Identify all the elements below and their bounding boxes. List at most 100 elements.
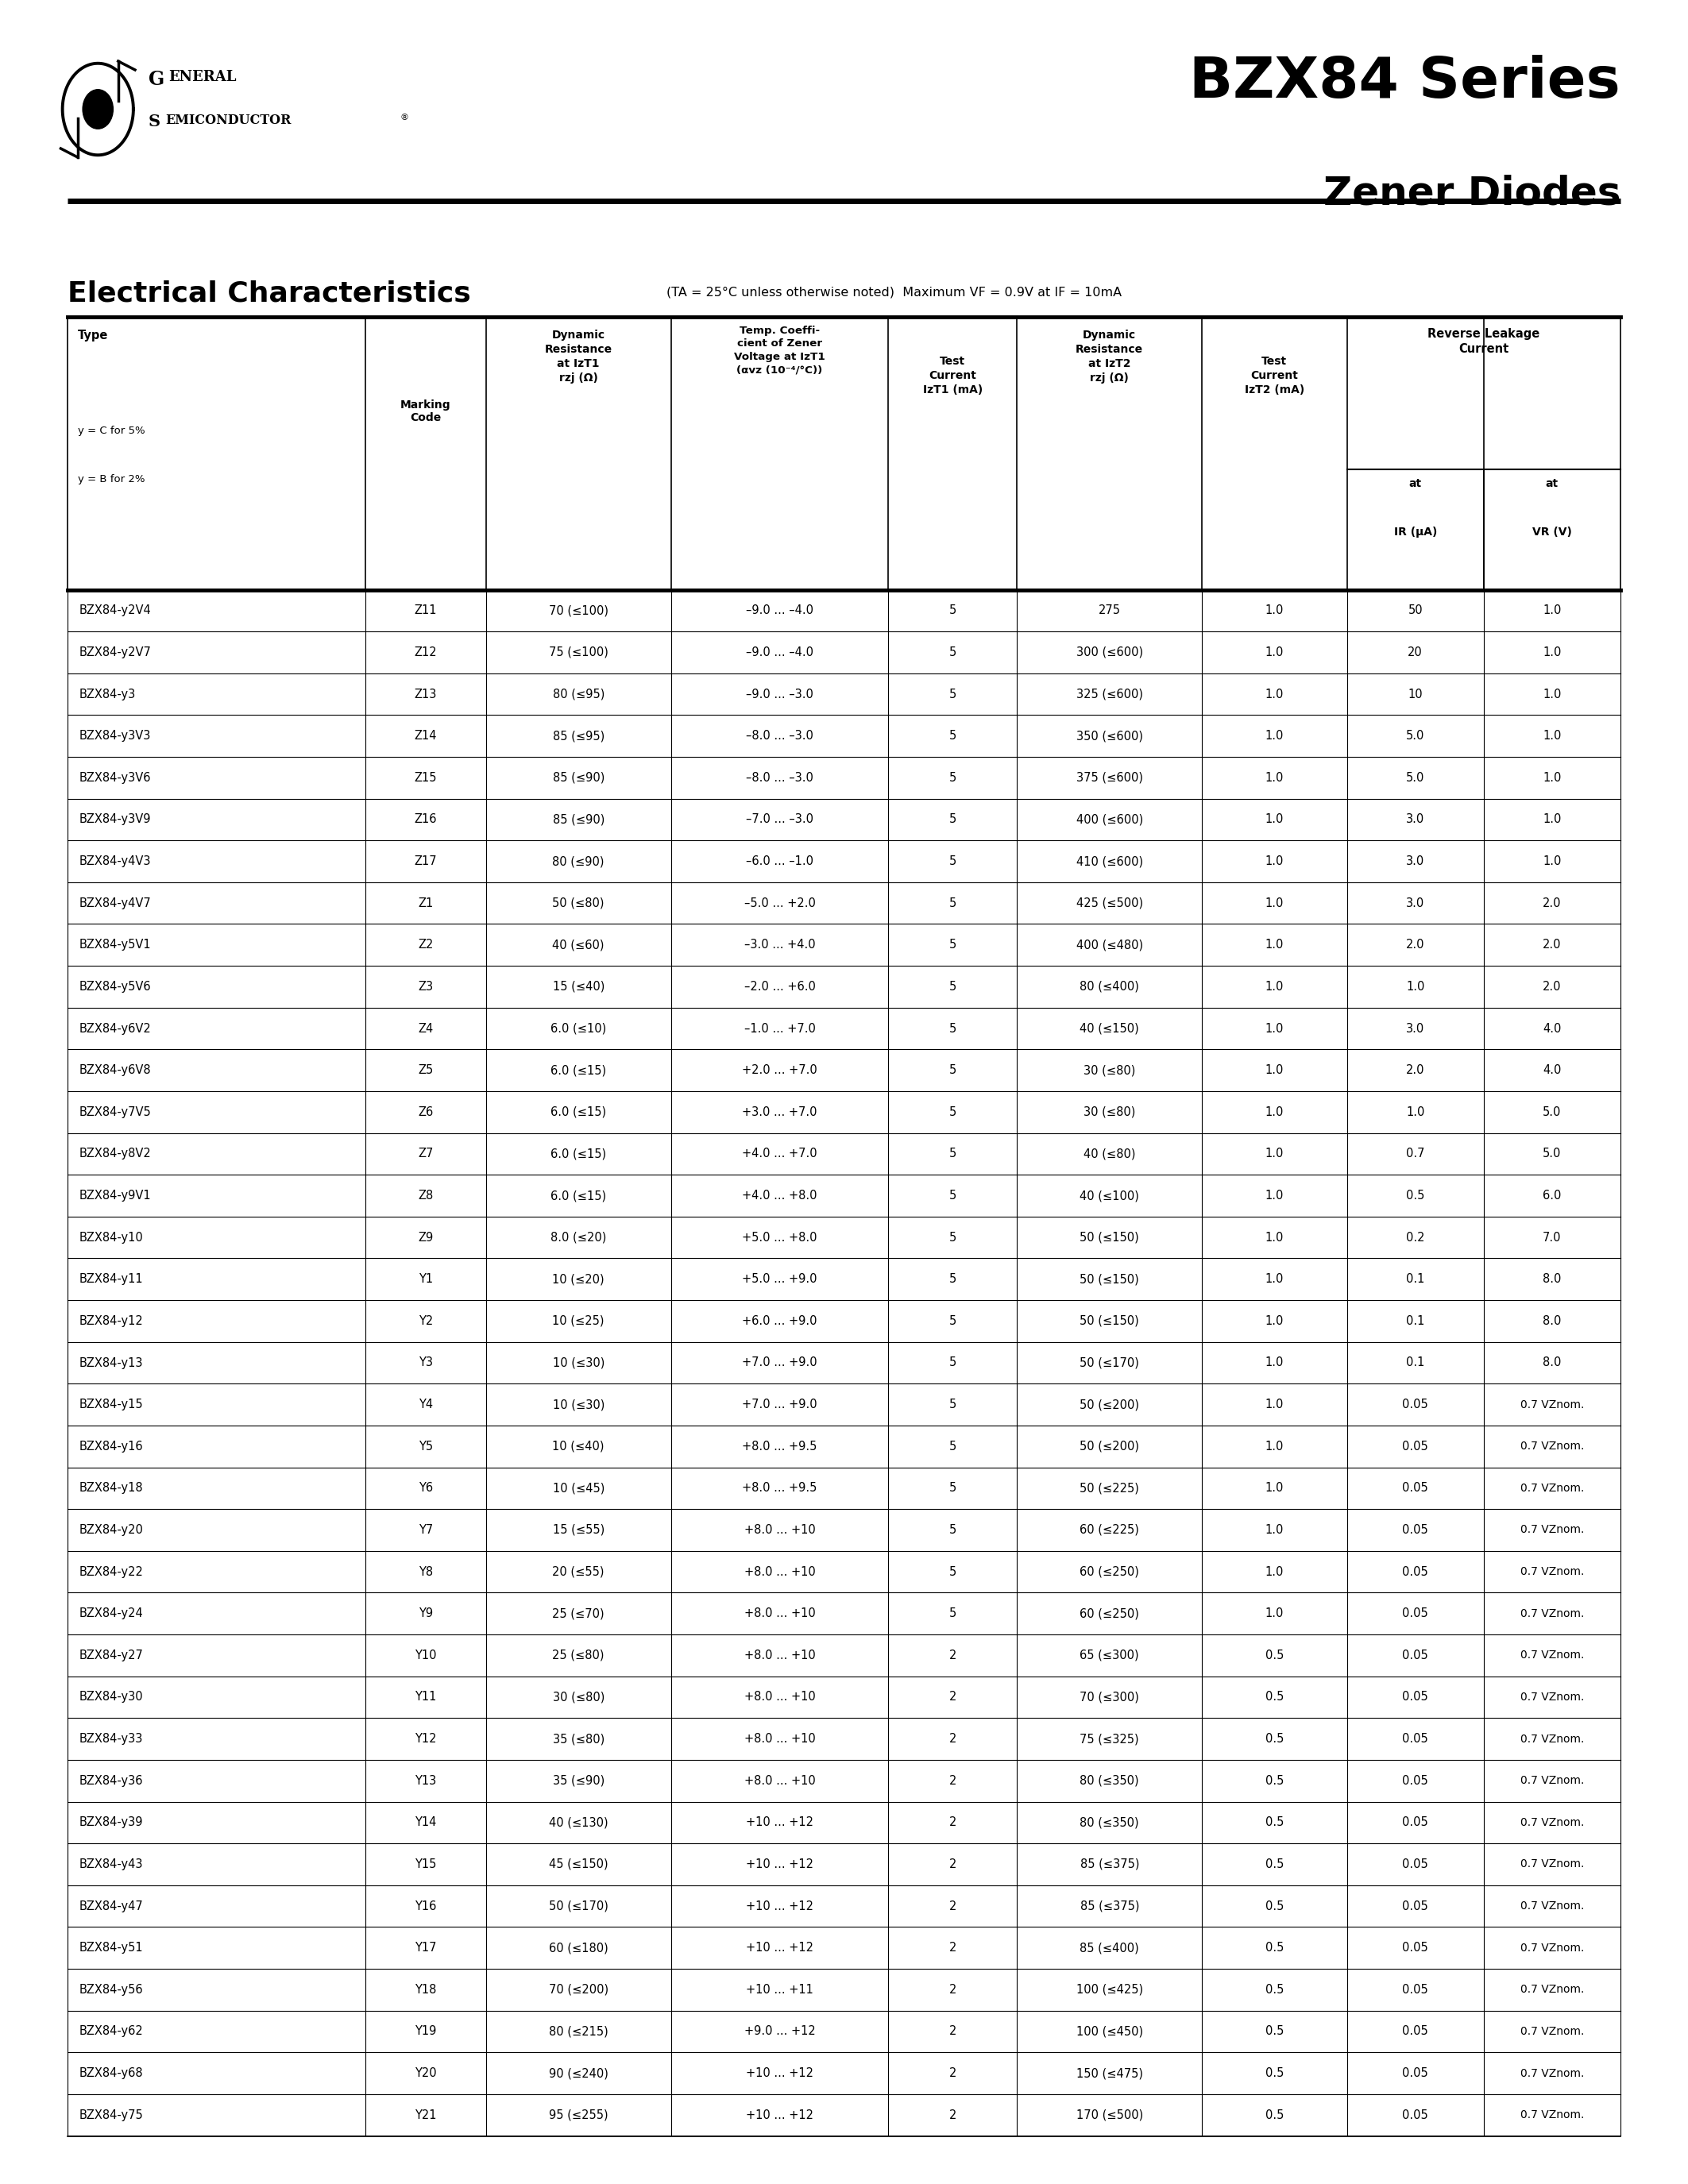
Text: Z6: Z6 [419, 1105, 434, 1118]
Text: +9.0 ... +12: +9.0 ... +12 [744, 2025, 815, 2038]
Text: +8.0 ... +10: +8.0 ... +10 [744, 1732, 815, 1745]
Text: 375 (≤600): 375 (≤600) [1077, 771, 1143, 784]
Text: 6.0 (≤15): 6.0 (≤15) [550, 1190, 606, 1201]
Text: 5: 5 [949, 1273, 957, 1284]
Text: 0.05: 0.05 [1403, 1524, 1428, 1535]
Text: 1.0: 1.0 [1266, 1441, 1285, 1452]
Text: 2: 2 [949, 1942, 957, 1955]
Text: 50 (≤200): 50 (≤200) [1080, 1398, 1139, 1411]
Text: 4.0: 4.0 [1543, 1022, 1561, 1035]
Text: 5: 5 [949, 898, 957, 909]
Text: –8.0 ... –3.0: –8.0 ... –3.0 [746, 729, 814, 743]
Text: 5: 5 [949, 856, 957, 867]
Text: Y18: Y18 [415, 1983, 437, 1996]
Text: 1.0: 1.0 [1266, 1190, 1285, 1201]
Text: 25 (≤70): 25 (≤70) [552, 1607, 604, 1621]
Text: +10 ... +12: +10 ... +12 [746, 1900, 814, 1911]
Text: 50 (≤80): 50 (≤80) [552, 898, 604, 909]
Text: 60 (≤225): 60 (≤225) [1080, 1524, 1139, 1535]
Text: 5: 5 [949, 1441, 957, 1452]
Text: –7.0 ... –3.0: –7.0 ... –3.0 [746, 815, 814, 826]
Text: 85 (≤90): 85 (≤90) [552, 771, 604, 784]
Text: Y9: Y9 [419, 1607, 432, 1621]
Text: 5: 5 [949, 981, 957, 994]
Text: BZX84-y3V3: BZX84-y3V3 [79, 729, 152, 743]
Text: Z3: Z3 [419, 981, 434, 994]
Text: Y14: Y14 [415, 1817, 437, 1828]
Text: Y5: Y5 [419, 1441, 432, 1452]
Text: 2.0: 2.0 [1406, 939, 1425, 950]
Text: 1.0: 1.0 [1266, 729, 1285, 743]
Text: 5: 5 [949, 729, 957, 743]
Text: 3.0: 3.0 [1406, 1022, 1425, 1035]
Text: +3.0 ... +7.0: +3.0 ... +7.0 [743, 1105, 817, 1118]
Circle shape [83, 90, 113, 129]
Text: –6.0 ... –1.0: –6.0 ... –1.0 [746, 856, 814, 867]
Text: 5: 5 [949, 1398, 957, 1411]
Text: 5: 5 [949, 1566, 957, 1577]
Text: 0.7 VZnom.: 0.7 VZnom. [1521, 1693, 1583, 1704]
Text: 85 (≤375): 85 (≤375) [1080, 1900, 1139, 1911]
Text: Y4: Y4 [419, 1398, 432, 1411]
Text: 0.7 VZnom.: 0.7 VZnom. [1521, 1776, 1583, 1787]
Text: 0.05: 0.05 [1403, 1649, 1428, 1662]
Text: +10 ... +12: +10 ... +12 [746, 2110, 814, 2121]
Text: 275: 275 [1099, 605, 1121, 616]
Text: +10 ... +12: +10 ... +12 [746, 1817, 814, 1828]
Text: 20: 20 [1408, 646, 1423, 657]
Text: Test
Current
IzT2 (mA): Test Current IzT2 (mA) [1244, 356, 1305, 395]
Text: 2: 2 [949, 1859, 957, 1870]
Text: 5: 5 [949, 1149, 957, 1160]
Text: BZX84-y11: BZX84-y11 [79, 1273, 143, 1284]
Text: +8.0 ... +10: +8.0 ... +10 [744, 1524, 815, 1535]
Text: 0.7 VZnom.: 0.7 VZnom. [1521, 1942, 1583, 1952]
Text: 60 (≤250): 60 (≤250) [1080, 1566, 1139, 1577]
Text: Y20: Y20 [415, 2068, 437, 2079]
Text: 0.05: 0.05 [1403, 1859, 1428, 1870]
Text: 1.0: 1.0 [1406, 1105, 1425, 1118]
Text: 400 (≤600): 400 (≤600) [1075, 815, 1143, 826]
Text: 2: 2 [949, 1817, 957, 1828]
Text: 10 (≤25): 10 (≤25) [552, 1315, 604, 1328]
Text: 50 (≤150): 50 (≤150) [1080, 1273, 1139, 1284]
Text: BZX84-y24: BZX84-y24 [79, 1607, 143, 1621]
Text: –9.0 ... –3.0: –9.0 ... –3.0 [746, 688, 814, 701]
Text: 0.7 VZnom.: 0.7 VZnom. [1521, 1524, 1583, 1535]
Text: 80 (≤400): 80 (≤400) [1080, 981, 1139, 994]
Text: 1.0: 1.0 [1543, 815, 1561, 826]
Text: 0.7 VZnom.: 0.7 VZnom. [1521, 1441, 1583, 1452]
Text: 0.5: 0.5 [1266, 1983, 1285, 1996]
Text: 8.0: 8.0 [1543, 1356, 1561, 1369]
Text: 2: 2 [949, 2025, 957, 2038]
Text: 0.05: 0.05 [1403, 1690, 1428, 1704]
Text: Reverse Leakage
Current: Reverse Leakage Current [1428, 328, 1539, 354]
Text: 0.2: 0.2 [1406, 1232, 1425, 1243]
Text: 0.7 VZnom.: 0.7 VZnom. [1521, 1859, 1583, 1870]
Text: BZX84-y62: BZX84-y62 [79, 2025, 143, 2038]
Text: 1.0: 1.0 [1266, 605, 1285, 616]
Text: BZX84-y75: BZX84-y75 [79, 2110, 143, 2121]
Text: 0.5: 0.5 [1266, 1649, 1285, 1662]
Text: 20 (≤55): 20 (≤55) [552, 1566, 604, 1577]
Text: 6.0 (≤15): 6.0 (≤15) [550, 1105, 606, 1118]
Text: +8.0 ... +10: +8.0 ... +10 [744, 1649, 815, 1662]
Text: 0.5: 0.5 [1266, 1776, 1285, 1787]
Text: +10 ... +11: +10 ... +11 [746, 1983, 814, 1996]
Text: 5: 5 [949, 1022, 957, 1035]
Text: 1.0: 1.0 [1543, 646, 1561, 657]
Text: Z14: Z14 [414, 729, 437, 743]
Text: BZX84-y18: BZX84-y18 [79, 1483, 143, 1494]
Text: 85 (≤90): 85 (≤90) [552, 815, 604, 826]
Text: Zener Diodes: Zener Diodes [1323, 175, 1620, 212]
Text: 0.7 VZnom.: 0.7 VZnom. [1521, 1734, 1583, 1745]
Text: 0.05: 0.05 [1403, 1732, 1428, 1745]
Text: Temp. Coeffi-
cient of Zener
Voltage at IzT1
(αvz (10⁻⁴/°C)): Temp. Coeffi- cient of Zener Voltage at … [734, 325, 825, 376]
Text: 0.7 VZnom.: 0.7 VZnom. [1521, 1400, 1583, 1411]
Text: BZX84-y13: BZX84-y13 [79, 1356, 143, 1369]
Text: –5.0 ... +2.0: –5.0 ... +2.0 [744, 898, 815, 909]
Text: +8.0 ... +10: +8.0 ... +10 [744, 1690, 815, 1704]
Text: 85 (≤400): 85 (≤400) [1080, 1942, 1139, 1955]
Text: +7.0 ... +9.0: +7.0 ... +9.0 [743, 1398, 817, 1411]
Text: 90 (≤240): 90 (≤240) [549, 2068, 608, 2079]
Text: 0.05: 0.05 [1403, 2110, 1428, 2121]
